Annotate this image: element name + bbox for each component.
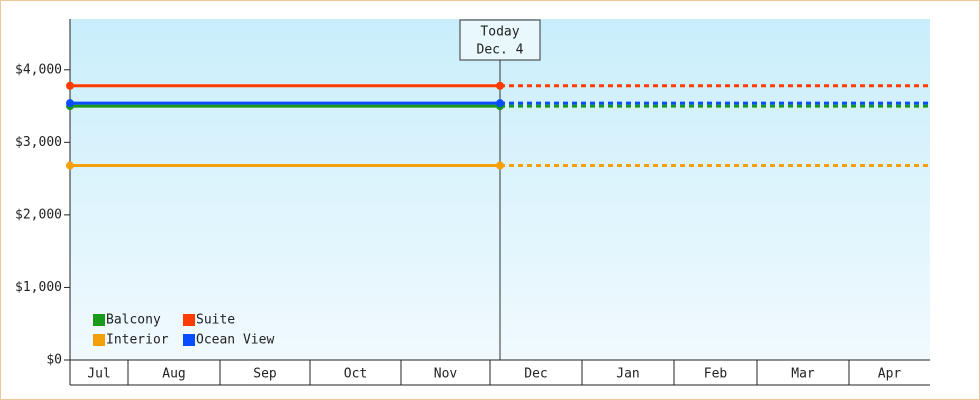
point	[66, 99, 74, 108]
x-tick-label: Sep	[253, 367, 277, 382]
y-tick-label: $2,000	[15, 207, 62, 222]
y-tick-label: $0	[46, 353, 62, 368]
legend-label: Ocean View	[196, 333, 274, 348]
x-tick-label: Mar	[791, 367, 815, 382]
x-tick-label: Aug	[162, 367, 185, 382]
y-tick-label: $1,000	[15, 280, 62, 295]
legend-swatch	[93, 314, 105, 326]
x-tick-label: Feb	[704, 367, 728, 382]
point	[496, 99, 504, 108]
x-tick-label: Nov	[434, 367, 458, 382]
today-box	[459, 19, 541, 61]
legend-swatch	[183, 314, 195, 326]
y-tick-label: $4,000	[15, 62, 62, 77]
annotation: Today	[480, 25, 519, 40]
x-tick-label: Jan	[616, 367, 639, 382]
annotation: Dec. 4	[477, 43, 524, 58]
legend-label: Suite	[196, 313, 235, 328]
point	[496, 81, 504, 90]
legend-swatch	[93, 334, 105, 346]
x-tick-label: Dec	[524, 367, 547, 382]
point	[66, 81, 74, 90]
point	[496, 161, 504, 170]
x-tick-label: Apr	[878, 367, 902, 382]
legend-label: Balcony	[106, 313, 161, 328]
legend-label: Interior	[106, 333, 169, 348]
x-tick-label: Oct	[344, 367, 367, 382]
y-tick-label: $3,000	[15, 135, 62, 150]
point	[66, 161, 74, 170]
x-tick-label: Jul	[87, 367, 110, 382]
legend-swatch	[183, 334, 195, 346]
